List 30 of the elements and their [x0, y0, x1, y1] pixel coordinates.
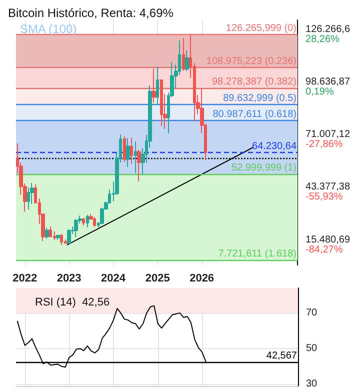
text: RSI (14) 42,56: [35, 296, 110, 308]
y-tick-label: 30: [306, 378, 318, 390]
y2-tick-label: -84,27%: [306, 244, 343, 256]
ref-line-label: 52.999,999 (1): [231, 162, 297, 174]
annotation: SMA (100): [20, 22, 77, 36]
y-tick-label: 71.007,12: [306, 129, 350, 140]
y-tick-label: 126.266,6: [306, 24, 350, 36]
x-tick-label: 2026: [190, 272, 214, 284]
y2-tick-label: -55,93%: [306, 192, 343, 203]
y-tick-label: 50: [306, 343, 318, 354]
x-tick-label: 2025: [145, 272, 170, 284]
y-tick-label: 15.480,69: [306, 234, 350, 246]
ref-line-label: 98.278,387 (0.382): [212, 76, 297, 88]
y2-tick-label: 28,26%: [306, 34, 340, 46]
chart-title: Bitcoin Histórico, Renta: 4,69%: [8, 6, 174, 20]
ref-line-label: 126.265,999 (0): [226, 23, 297, 34]
y-tick-label: 43.377,38: [306, 182, 350, 193]
y-tick-label: 98.636,87: [306, 76, 350, 88]
x-tick-label: 2024: [101, 272, 126, 284]
y2-tick-label: -27,86%: [306, 139, 343, 150]
ref-line-label: 89.632,999 (0.5): [223, 92, 297, 104]
y2-tick-label: 0,19%: [306, 86, 334, 98]
x-tick-label: 2022: [12, 272, 38, 284]
ref-line-label: 7.721,611 (1.618): [218, 248, 297, 260]
ref-line-label: 108.975,223 (0.236): [206, 56, 297, 68]
ref-line-label: 80.987,611 (0.618): [212, 109, 297, 120]
ref-line-label: 42,567: [266, 350, 298, 362]
y-tick-label: 70: [306, 307, 318, 318]
x-tick-label: 2023: [56, 272, 82, 284]
ref-line-label: 64.230,64: [252, 141, 297, 152]
